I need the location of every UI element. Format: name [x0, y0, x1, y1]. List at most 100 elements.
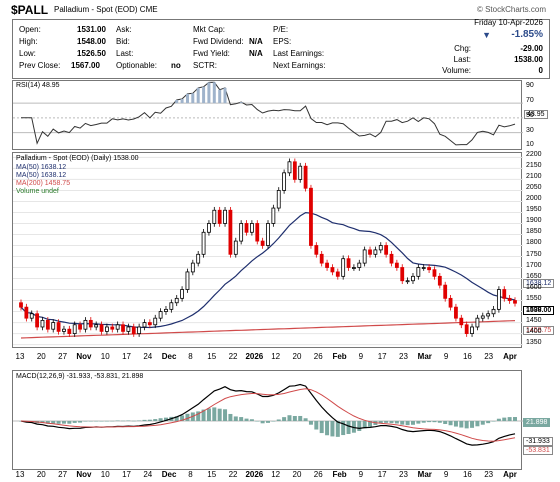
x-tick-label-bottom: Nov	[76, 470, 92, 479]
rsi-tick-label: 50	[526, 111, 534, 119]
x-tick-label: 26	[313, 352, 323, 361]
price-tick-label: 1500	[526, 305, 542, 313]
candle-body	[99, 324, 104, 332]
candle-body	[427, 267, 431, 271]
candle-body	[443, 284, 448, 299]
candle-body	[266, 223, 270, 246]
high-value: 1548.00	[77, 37, 106, 46]
macd-hist-bar	[475, 421, 480, 427]
x-tick-label: 2026	[245, 352, 264, 361]
rsi-tick-label: 10	[526, 141, 534, 149]
x-tick-label-bottom: 17	[122, 470, 131, 479]
macd-hist-bar	[486, 421, 491, 424]
open-value: 1531.00	[77, 25, 106, 34]
candle-body	[411, 275, 415, 282]
fwd-div-value: N/A	[249, 37, 263, 46]
last-earnings-label: Last Earnings:	[273, 49, 325, 58]
x-tick-label-bottom: 23	[399, 470, 408, 479]
x-tick-label: 27	[58, 352, 68, 361]
candle-body	[164, 308, 168, 312]
candle-body	[486, 313, 491, 317]
candle-body	[249, 223, 254, 233]
candle-body	[78, 324, 82, 330]
x-tick-label: 16	[462, 352, 472, 361]
macd-hist-bar	[239, 417, 244, 421]
candle-body	[88, 319, 93, 328]
candle-body	[368, 249, 372, 255]
x-tick-label: 17	[377, 352, 387, 361]
candle-body	[223, 209, 227, 224]
macd-hist-bar	[51, 421, 56, 424]
rsi-tick-label: 30	[526, 126, 534, 134]
macd-hist-bar	[249, 419, 254, 421]
x-tick-label: 9	[358, 352, 364, 361]
eps-label: EPS:	[273, 37, 292, 46]
macd-hist-bar	[223, 409, 228, 421]
candle-body	[502, 289, 507, 299]
candle-body	[464, 324, 469, 334]
sctr-label: SCTR:	[193, 61, 217, 70]
macd-hist-bar	[362, 421, 367, 429]
macd-line-tag: -31.933	[523, 437, 553, 446]
candle-body	[201, 231, 206, 255]
candle-body	[260, 240, 265, 246]
last-right-label: Last:	[453, 55, 471, 64]
macd-hist-tag: 21.898	[523, 418, 551, 427]
candle-body	[298, 165, 303, 180]
macd-hist-bar	[142, 419, 147, 421]
candle-body	[282, 172, 287, 191]
ask-label: Ask:	[116, 25, 132, 34]
x-tick-label: Nov	[76, 352, 92, 361]
legend-ma200: MA(200) 1458.75	[16, 180, 71, 187]
macd-hist-bar	[308, 421, 313, 425]
macd-hist-bar	[400, 421, 405, 425]
next-earnings-label: Next Earnings:	[273, 61, 326, 70]
candle-body	[115, 324, 120, 330]
macd-hist-bar	[56, 421, 61, 424]
ma200-line	[20, 320, 516, 339]
candle-body	[83, 319, 88, 330]
candle-body	[292, 161, 297, 180]
bid-label: Bid:	[116, 37, 130, 46]
price-tick-label: 1600	[526, 283, 542, 291]
candle-body	[158, 311, 163, 319]
x-tick-label: 23	[399, 352, 408, 361]
macd-hist-bar	[459, 421, 464, 428]
last-value: 1538.00	[514, 55, 543, 64]
volume-label: Volume:	[442, 66, 471, 75]
rsi-label: RSI(14) 48.95	[16, 82, 60, 89]
candle-body	[185, 271, 190, 290]
candle-body	[142, 322, 147, 328]
price-tick-label: 1900	[526, 217, 542, 225]
candle-body	[513, 300, 517, 304]
price-tick-label: 1350	[526, 338, 542, 346]
candle-body	[470, 326, 474, 334]
candle-body	[491, 308, 496, 315]
price-tick-label: 2200	[526, 151, 542, 159]
high-label: High:	[19, 37, 38, 46]
macd-hist-bar	[357, 421, 362, 431]
candle-body	[416, 267, 421, 277]
candle-body	[384, 245, 389, 255]
macd-hist-bar	[201, 409, 206, 421]
x-tick-label-bottom: 9	[358, 470, 364, 479]
x-tick-label-bottom: Mar	[417, 470, 432, 479]
candle-body	[45, 319, 50, 330]
x-tick-label: Apr	[503, 352, 517, 361]
candle-body	[180, 289, 184, 299]
pct-change: -1.85%	[511, 29, 543, 40]
macd-hist-bar	[180, 415, 185, 421]
price-chart	[13, 156, 523, 346]
brand-link[interactable]: © StockCharts.com	[476, 5, 546, 14]
quote-table: Open: 1531.00 High: 1548.00 Low: 1526.50…	[12, 18, 550, 79]
macd-line	[20, 383, 516, 446]
candle-body	[400, 267, 405, 282]
x-tick-label: 10	[100, 352, 110, 361]
candle-body	[255, 223, 260, 242]
candle-body	[19, 302, 23, 308]
candle-body	[110, 326, 115, 330]
macd-hist-bar	[99, 421, 104, 422]
macd-hist-bar	[351, 421, 356, 433]
candle-body	[303, 165, 308, 189]
candle-body	[271, 207, 276, 224]
